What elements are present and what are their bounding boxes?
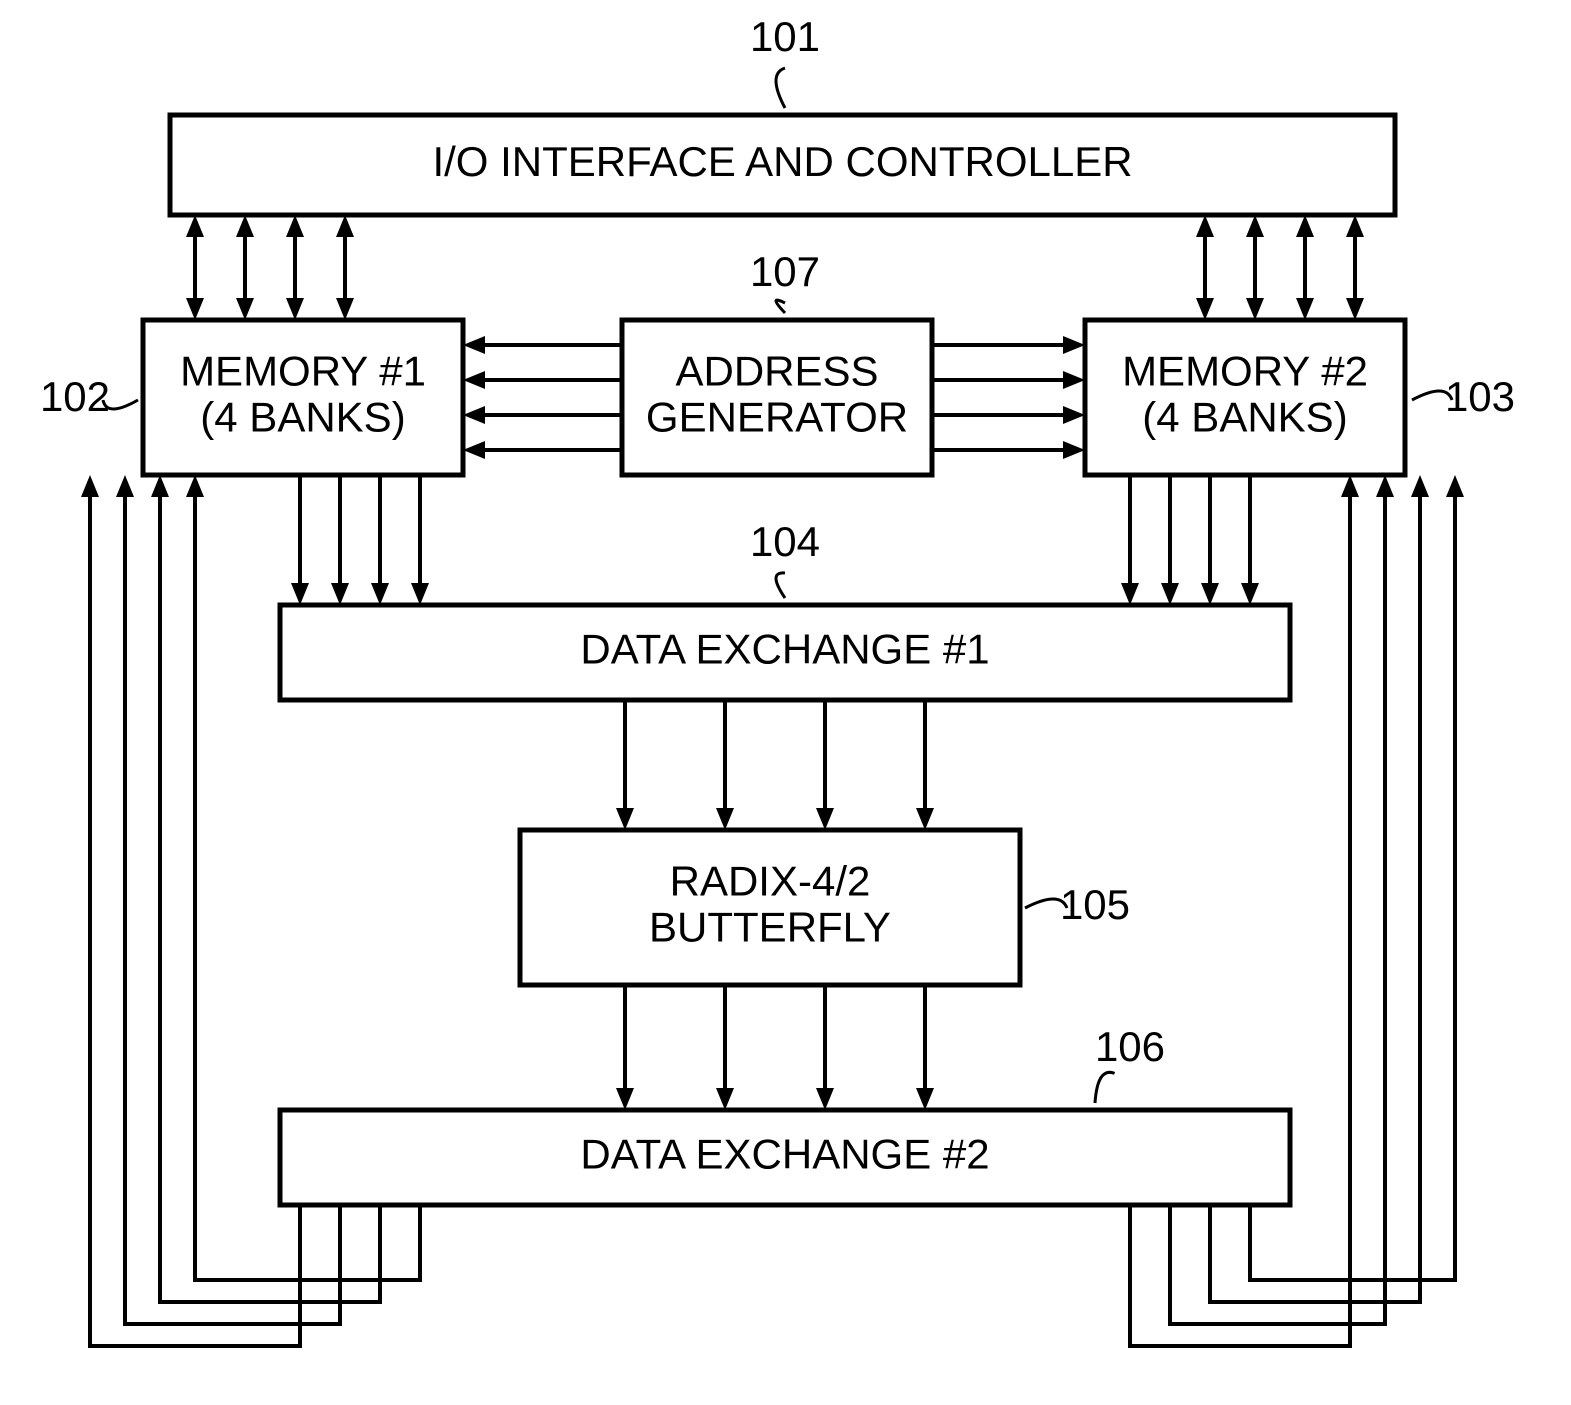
block-diagram: I/O INTERFACE AND CONTROLLERMEMORY #1(4 … — [0, 0, 1571, 1405]
block-dex2: DATA EXCHANGE #2 — [280, 1110, 1290, 1205]
block-mem2-label-1: (4 BANKS) — [1142, 394, 1347, 441]
block-bfly-label-1: BUTTERFLY — [649, 904, 891, 951]
refnum-102: 102 — [40, 373, 110, 420]
refnum-107: 107 — [750, 248, 820, 295]
block-bfly: RADIX-4/2BUTTERFLY — [520, 830, 1020, 985]
block-mem2: MEMORY #2(4 BANKS) — [1085, 320, 1405, 475]
block-addrgen-label-1: GENERATOR — [646, 394, 908, 441]
block-dex2-label-0: DATA EXCHANGE #2 — [580, 1131, 989, 1178]
block-addrgen-label-0: ADDRESS — [675, 347, 878, 394]
block-mem2-label-0: MEMORY #2 — [1122, 347, 1368, 394]
refnum-106: 106 — [1095, 1023, 1165, 1070]
refnum-104: 104 — [750, 518, 820, 565]
refnum-105: 105 — [1060, 881, 1130, 928]
block-mem1-label-1: (4 BANKS) — [200, 394, 405, 441]
block-mem1: MEMORY #1(4 BANKS) — [143, 320, 463, 475]
refnum-101: 101 — [750, 13, 820, 60]
block-io: I/O INTERFACE AND CONTROLLER — [170, 115, 1395, 215]
refnum-103: 103 — [1445, 373, 1515, 420]
block-bfly-label-0: RADIX-4/2 — [670, 857, 871, 904]
block-io-label-0: I/O INTERFACE AND CONTROLLER — [432, 138, 1132, 185]
block-dex1-label-0: DATA EXCHANGE #1 — [580, 626, 989, 673]
block-mem1-label-0: MEMORY #1 — [180, 347, 426, 394]
block-addrgen: ADDRESSGENERATOR — [622, 320, 932, 475]
block-dex1: DATA EXCHANGE #1 — [280, 605, 1290, 700]
